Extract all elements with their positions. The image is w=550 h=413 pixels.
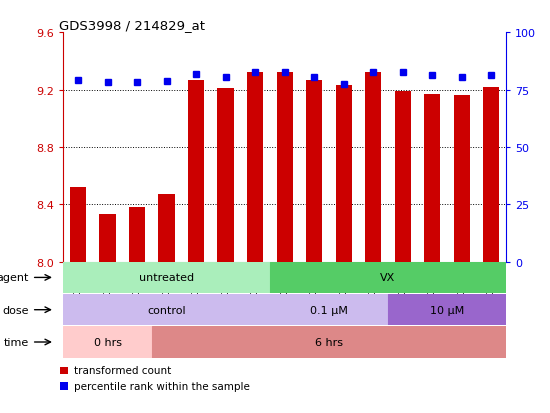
Bar <box>70 188 86 262</box>
Text: GDS3998 / 214829_at: GDS3998 / 214829_at <box>59 19 205 32</box>
Bar <box>217 89 234 262</box>
Text: percentile rank within the sample: percentile rank within the sample <box>74 381 250 391</box>
Text: VX: VX <box>380 273 395 283</box>
Bar <box>188 80 204 262</box>
Bar <box>306 80 322 262</box>
Bar <box>59 367 69 375</box>
Bar <box>129 208 145 262</box>
Bar <box>63 262 270 293</box>
Bar <box>365 73 381 262</box>
Bar <box>59 382 69 390</box>
Bar <box>483 88 499 262</box>
Bar <box>270 294 388 325</box>
Bar <box>152 327 506 358</box>
Text: transformed count: transformed count <box>74 366 171 375</box>
Text: 0.1 μM: 0.1 μM <box>310 305 348 315</box>
Bar <box>63 327 152 358</box>
Text: dose: dose <box>2 305 29 315</box>
Bar <box>424 95 441 262</box>
Bar <box>247 73 263 262</box>
Text: control: control <box>147 305 186 315</box>
Bar <box>277 73 293 262</box>
Text: time: time <box>4 337 29 347</box>
Text: 0 hrs: 0 hrs <box>94 337 122 347</box>
Bar <box>336 86 352 262</box>
Bar <box>388 294 506 325</box>
Bar <box>454 96 470 262</box>
Bar <box>100 215 116 262</box>
Bar <box>270 262 506 293</box>
Bar <box>158 195 175 262</box>
Text: 6 hrs: 6 hrs <box>315 337 343 347</box>
Bar <box>394 92 411 262</box>
Text: agent: agent <box>0 273 29 283</box>
Text: untreated: untreated <box>139 273 194 283</box>
Bar <box>63 294 270 325</box>
Text: 10 μM: 10 μM <box>430 305 464 315</box>
